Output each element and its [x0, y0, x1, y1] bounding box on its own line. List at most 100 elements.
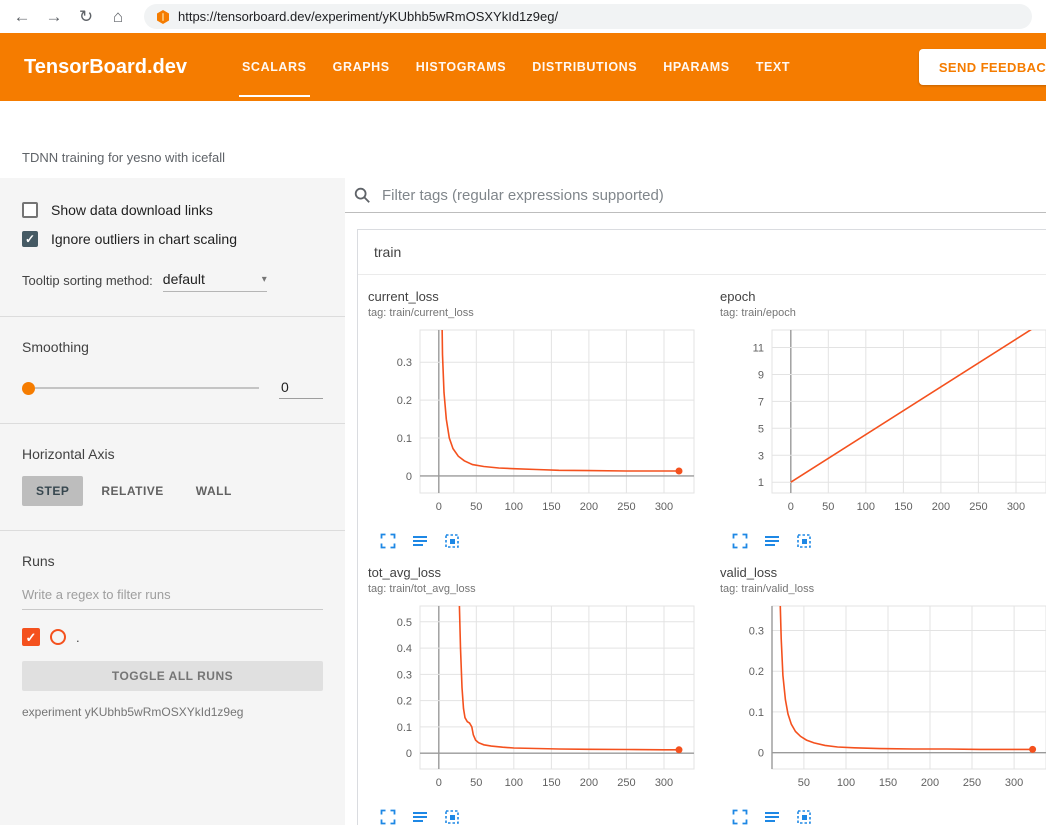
lines-icon[interactable] — [410, 807, 430, 825]
app-header: TensorBoard.dev SCALARS GRAPHS HISTOGRAM… — [0, 33, 1046, 101]
chart-toolbar — [364, 525, 702, 561]
svg-text:150: 150 — [894, 501, 912, 513]
svg-text:50: 50 — [470, 777, 482, 789]
tab-scalars[interactable]: SCALARS — [229, 33, 320, 101]
tab-hparams[interactable]: HPARAMS — [650, 33, 742, 101]
slider-thumb[interactable] — [22, 382, 35, 395]
svg-text:150: 150 — [879, 777, 897, 789]
show-download-links-row[interactable]: Show data download links — [22, 202, 323, 218]
search-icon — [353, 186, 371, 204]
svg-text:0.4: 0.4 — [397, 643, 412, 655]
tab-graphs[interactable]: GRAPHS — [320, 33, 403, 101]
svg-text:250: 250 — [617, 501, 635, 513]
axis-step-button[interactable]: STEP — [22, 476, 83, 506]
runs-label: Runs — [22, 553, 323, 569]
axis-relative-button[interactable]: RELATIVE — [87, 476, 177, 506]
filter-tags-input[interactable] — [380, 186, 1038, 205]
ignore-outliers-row[interactable]: Ignore outliers in chart scaling — [22, 231, 323, 247]
tooltip-sorting-dropdown[interactable]: default ▾ — [163, 271, 267, 292]
chart-card-tot-avg-loss: tot_avg_loss tag: train/tot_avg_loss 050… — [364, 565, 702, 825]
svg-text:0: 0 — [788, 501, 794, 513]
main-panel: train current_loss tag: train/current_lo… — [345, 178, 1046, 825]
fit-data-icon[interactable] — [794, 531, 814, 551]
svg-text:0: 0 — [406, 471, 412, 483]
ignore-outliers-label: Ignore outliers in chart scaling — [51, 231, 237, 247]
experiment-title: TDNN training for yesno with icefall — [22, 150, 225, 165]
tab-text[interactable]: TEXT — [743, 33, 803, 101]
train-section-header[interactable]: train — [358, 230, 1046, 275]
tab-histograms[interactable]: HISTOGRAMS — [403, 33, 520, 101]
app-logo[interactable]: TensorBoard.dev — [24, 56, 187, 79]
svg-text:300: 300 — [655, 777, 673, 789]
svg-text:0: 0 — [436, 777, 442, 789]
svg-text:0: 0 — [436, 501, 442, 513]
expand-chart-icon[interactable] — [378, 807, 398, 825]
forward-icon[interactable]: → — [40, 3, 68, 31]
axis-wall-button[interactable]: WALL — [182, 476, 246, 506]
expand-chart-icon[interactable] — [378, 531, 398, 551]
page: ← → ↻ ⌂ https://tensorboard.dev/experime… — [0, 0, 1046, 825]
toggle-all-runs-button[interactable]: TOGGLE ALL RUNS — [22, 661, 323, 691]
show-download-links-checkbox[interactable] — [22, 202, 38, 218]
fit-data-icon[interactable] — [794, 807, 814, 825]
back-icon[interactable]: ← — [8, 3, 36, 31]
tooltip-sorting-row: Tooltip sorting method: default ▾ — [22, 271, 323, 292]
expand-chart-icon[interactable] — [730, 531, 750, 551]
run-checkbox[interactable] — [22, 628, 40, 646]
ignore-outliers-checkbox[interactable] — [22, 231, 38, 247]
svg-text:9: 9 — [758, 370, 764, 382]
smoothing-row: 0 — [22, 377, 323, 399]
chart-card-current-loss: current_loss tag: train/current_loss 050… — [364, 289, 702, 561]
filter-tags-row — [345, 178, 1046, 213]
svg-text:200: 200 — [932, 501, 950, 513]
lines-icon[interactable] — [410, 531, 430, 551]
svg-text:300: 300 — [1007, 501, 1025, 513]
chart-toolbar — [716, 801, 1046, 825]
lines-icon[interactable] — [762, 531, 782, 551]
svg-text:200: 200 — [580, 777, 598, 789]
send-feedback-button[interactable]: SEND FEEDBACK — [919, 49, 1046, 85]
svg-text:0.1: 0.1 — [749, 707, 764, 719]
expand-chart-icon[interactable] — [730, 807, 750, 825]
charts-grid: current_loss tag: train/current_loss 050… — [358, 275, 1046, 825]
chart-tag: tag: train/valid_loss — [716, 583, 1046, 595]
fit-data-icon[interactable] — [442, 531, 462, 551]
runs-filter-input[interactable] — [22, 587, 323, 610]
divider — [0, 530, 345, 531]
line-chart-epoch[interactable]: 0501001502002503001357911 — [716, 325, 1046, 525]
chart-toolbar — [716, 525, 1046, 561]
svg-text:250: 250 — [963, 777, 981, 789]
smoothing-value-input[interactable]: 0 — [279, 377, 323, 399]
svg-text:300: 300 — [1005, 777, 1023, 789]
home-icon[interactable]: ⌂ — [104, 3, 132, 31]
svg-text:0.2: 0.2 — [397, 696, 412, 708]
line-chart-valid-loss[interactable]: 5010015020025030000.10.20.3 — [716, 601, 1046, 801]
chart-tag: tag: train/current_loss — [364, 307, 702, 319]
tooltip-sorting-value: default — [163, 271, 205, 287]
tab-distributions[interactable]: DISTRIBUTIONS — [519, 33, 650, 101]
svg-text:250: 250 — [969, 501, 987, 513]
tooltip-sorting-label: Tooltip sorting method: — [22, 273, 153, 292]
reload-icon[interactable]: ↻ — [72, 3, 100, 31]
chart-title: valid_loss — [716, 565, 1046, 580]
slider-track[interactable] — [35, 387, 259, 389]
svg-text:0.3: 0.3 — [749, 626, 764, 638]
svg-text:200: 200 — [580, 501, 598, 513]
svg-text:0.5: 0.5 — [397, 617, 412, 629]
chart-tag: tag: train/tot_avg_loss — [364, 583, 702, 595]
svg-text:11: 11 — [753, 343, 764, 355]
chart-card-valid-loss: valid_loss tag: train/valid_loss 5010015… — [716, 565, 1046, 825]
run-row[interactable]: . — [22, 628, 323, 646]
address-bar[interactable]: https://tensorboard.dev/experiment/yKUbh… — [144, 4, 1032, 29]
line-chart-tot-avg-loss[interactable]: 05010015020025030000.10.20.30.40.5 — [364, 601, 699, 801]
svg-text:0.3: 0.3 — [397, 669, 412, 681]
smoothing-slider[interactable] — [22, 382, 259, 395]
fit-data-icon[interactable] — [442, 807, 462, 825]
svg-text:50: 50 — [470, 501, 482, 513]
smoothing-label: Smoothing — [22, 339, 323, 355]
chart-title: epoch — [716, 289, 1046, 304]
line-chart-current-loss[interactable]: 05010015020025030000.10.20.3 — [364, 325, 699, 525]
lines-icon[interactable] — [762, 807, 782, 825]
svg-text:0: 0 — [406, 748, 412, 760]
svg-text:100: 100 — [505, 777, 523, 789]
